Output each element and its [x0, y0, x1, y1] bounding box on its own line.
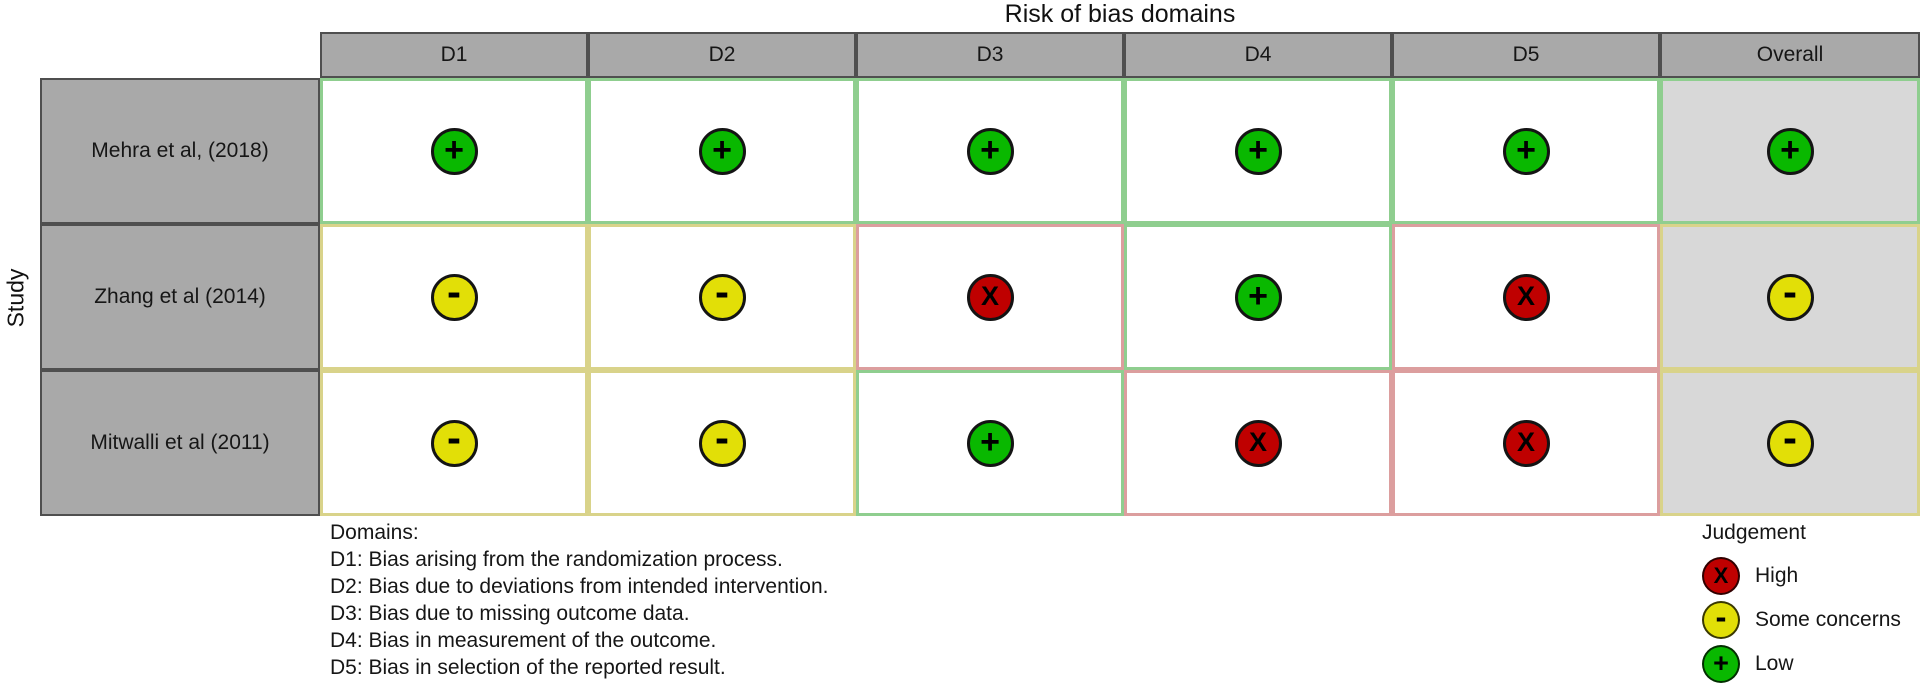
- some-concerns-minus-icon: -: [430, 268, 478, 321]
- low-risk-plus-icon: +: [1702, 645, 1740, 683]
- column-header-d2: D2: [588, 32, 856, 78]
- judgement-cell-d4: +: [1124, 224, 1392, 370]
- some-concerns-minus-icon: -: [1766, 414, 1814, 467]
- column-header-d1: D1: [320, 32, 588, 78]
- judgement-symbol: X: [980, 280, 999, 311]
- judgement-symbol: -: [447, 268, 461, 315]
- high-risk-x-icon: X: [1234, 419, 1282, 467]
- legend-item-label: High: [1755, 564, 1799, 587]
- high-risk-x-icon: X: [1502, 419, 1550, 467]
- low-risk-plus-icon: +: [1502, 127, 1550, 175]
- judgement-symbol: -: [715, 268, 729, 315]
- judgement-cell-d3: +: [856, 370, 1124, 516]
- rob-table: D1 D2 D3 D4 D5 Overall Mehra et al, (2018) + + + +…: [40, 32, 1920, 516]
- judgement-symbol: -: [715, 414, 729, 461]
- study-axis-label: Study: [2, 268, 29, 328]
- judgement-cell-d4: +: [1124, 78, 1392, 224]
- judgement-cell-overall: -: [1660, 224, 1920, 370]
- some-concerns-minus-icon: -: [698, 414, 746, 467]
- judgement-cell-d4: X: [1124, 370, 1392, 516]
- column-header-overall: Overall: [1660, 32, 1920, 78]
- judgement-symbol: +: [980, 422, 1000, 461]
- row-label: Mitwalli et al (2011): [40, 370, 320, 516]
- legend-item-label: Low: [1755, 652, 1794, 675]
- judgement-symbol: +: [980, 130, 1000, 169]
- legend-item-low: + Low: [1702, 642, 1901, 686]
- judgement-symbol: +: [1248, 276, 1268, 315]
- judgement-symbol: X: [1713, 562, 1729, 588]
- judgement-cell-d3: +: [856, 78, 1124, 224]
- judgement-symbol: +: [1248, 130, 1268, 169]
- judgement-cell-d5: +: [1392, 78, 1660, 224]
- some-concerns-minus-icon: -: [1702, 597, 1740, 639]
- judgement-symbol: +: [1713, 647, 1729, 678]
- domain-definition: D2: Bias due to deviations from intended…: [330, 575, 829, 598]
- low-risk-plus-icon: +: [1234, 127, 1282, 175]
- judgement-cell-d5: X: [1392, 224, 1660, 370]
- judgement-symbol: X: [1248, 426, 1267, 457]
- domain-definition: D5: Bias in selection of the reported re…: [330, 656, 726, 679]
- legend-items: X High - Some concerns + Low: [1702, 554, 1901, 686]
- low-risk-plus-icon: +: [966, 127, 1014, 175]
- judgement-cell-d2: -: [588, 224, 856, 370]
- judgement-symbol: +: [1516, 130, 1536, 169]
- some-concerns-minus-icon: -: [698, 268, 746, 321]
- judgement-symbol: +: [712, 130, 732, 169]
- judgement-cell-d5: X: [1392, 370, 1660, 516]
- judgement-symbol: +: [444, 130, 464, 169]
- column-header-d3: D3: [856, 32, 1124, 78]
- legend-title: Judgement: [1702, 521, 1806, 544]
- legend-item-high: X High: [1702, 554, 1901, 598]
- legend-item-label: Some concerns: [1755, 608, 1901, 631]
- domain-definition: D4: Bias in measurement of the outcome.: [330, 629, 717, 652]
- judgement-cell-overall: +: [1660, 78, 1920, 224]
- judgement-cell-d1: -: [320, 224, 588, 370]
- judgement-symbol: -: [1783, 414, 1797, 461]
- domains-footnote-heading: Domains:: [330, 521, 419, 544]
- column-header-d4: D4: [1124, 32, 1392, 78]
- judgement-cell-d2: -: [588, 370, 856, 516]
- high-risk-x-icon: X: [966, 273, 1014, 321]
- judgement-legend: Judgement X High - Some concerns + Low: [1702, 521, 1901, 686]
- judgement-cell-d2: +: [588, 78, 856, 224]
- judgement-symbol: -: [1715, 597, 1727, 635]
- column-header-d5: D5: [1392, 32, 1660, 78]
- high-risk-x-icon: X: [1502, 273, 1550, 321]
- judgement-symbol: +: [1780, 130, 1800, 169]
- legend-item-some: - Some concerns: [1702, 598, 1901, 642]
- low-risk-plus-icon: +: [1766, 127, 1814, 175]
- judgement-symbol: X: [1516, 280, 1535, 311]
- judgement-cell-d1: +: [320, 78, 588, 224]
- low-risk-plus-icon: +: [430, 127, 478, 175]
- judgement-cell-d1: -: [320, 370, 588, 516]
- low-risk-plus-icon: +: [966, 419, 1014, 467]
- low-risk-plus-icon: +: [698, 127, 746, 175]
- domain-definition: D1: Bias arising from the randomization …: [330, 548, 783, 571]
- judgement-cell-d3: X: [856, 224, 1124, 370]
- some-concerns-minus-icon: -: [1766, 268, 1814, 321]
- judgement-symbol: X: [1516, 426, 1535, 457]
- domains-footnote-lines: D1: Bias arising from the randomization …: [330, 546, 828, 681]
- high-risk-x-icon: X: [1702, 557, 1740, 595]
- domain-definition: D3: Bias due to missing outcome data.: [330, 602, 690, 625]
- row-label: Zhang et al (2014): [40, 224, 320, 370]
- judgement-symbol: -: [1783, 268, 1797, 315]
- row-label: Mehra et al, (2018): [40, 78, 320, 224]
- judgement-symbol: -: [447, 414, 461, 461]
- domains-footnote: Domains: D1: Bias arising from the rando…: [330, 519, 828, 681]
- some-concerns-minus-icon: -: [430, 414, 478, 467]
- judgement-cell-overall: -: [1660, 370, 1920, 516]
- table-corner-spacer: [40, 32, 320, 78]
- chart-title: Risk of bias domains: [1004, 0, 1236, 28]
- low-risk-plus-icon: +: [1234, 273, 1282, 321]
